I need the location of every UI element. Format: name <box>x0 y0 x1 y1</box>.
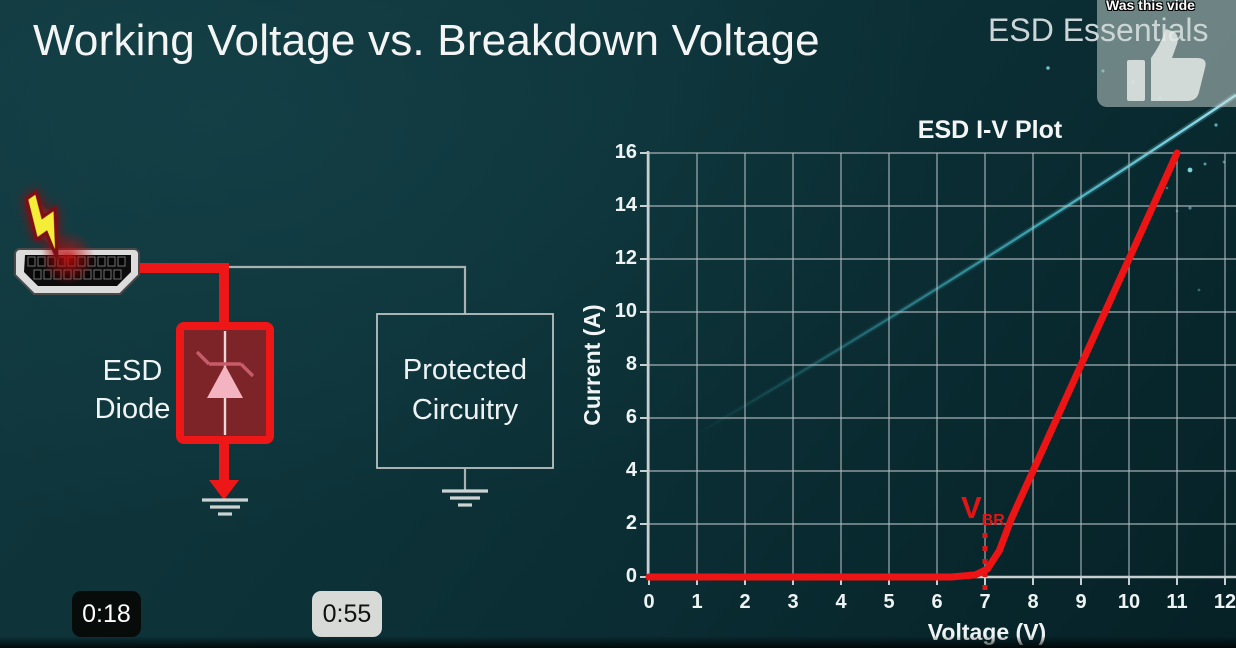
x-axis-label: Voltage (V) <box>927 619 1047 645</box>
vbr-symbol: V <box>961 490 982 525</box>
esd-diode-label: ESD Diode <box>94 355 171 425</box>
vbr-subscript: BR <box>981 512 1005 529</box>
like-prompt-panel[interactable] <box>1097 0 1236 107</box>
timestamp-badge-2[interactable]: 0:55 <box>312 591 382 637</box>
vbr-annotation: VBR <box>961 490 1005 530</box>
esd-diode-box <box>176 322 274 444</box>
iv-curve <box>645 149 1181 581</box>
current-arrow <box>209 441 239 500</box>
lightning-bolt-icon <box>24 189 59 259</box>
timestamp-badge-1[interactable]: 0:18 <box>72 591 141 637</box>
swoosh-line <box>694 94 1236 437</box>
y-axis-label: Current (A) <box>579 304 605 426</box>
slide-title: Working Voltage vs. Breakdown Voltage <box>33 16 820 65</box>
ground-symbol-protected <box>442 489 488 507</box>
like-prompt-text: Was this vide <box>1106 0 1195 13</box>
tvs-diode-symbol <box>195 331 255 435</box>
esd-wire <box>134 263 229 327</box>
chart-title: ESD I-V Plot <box>917 116 1063 144</box>
protected-circuitry-label: Protected Circuitry <box>402 354 528 426</box>
hdmi-connector-icon <box>14 231 140 295</box>
signal-wire <box>224 265 467 314</box>
ground-symbol-esd <box>202 498 248 516</box>
